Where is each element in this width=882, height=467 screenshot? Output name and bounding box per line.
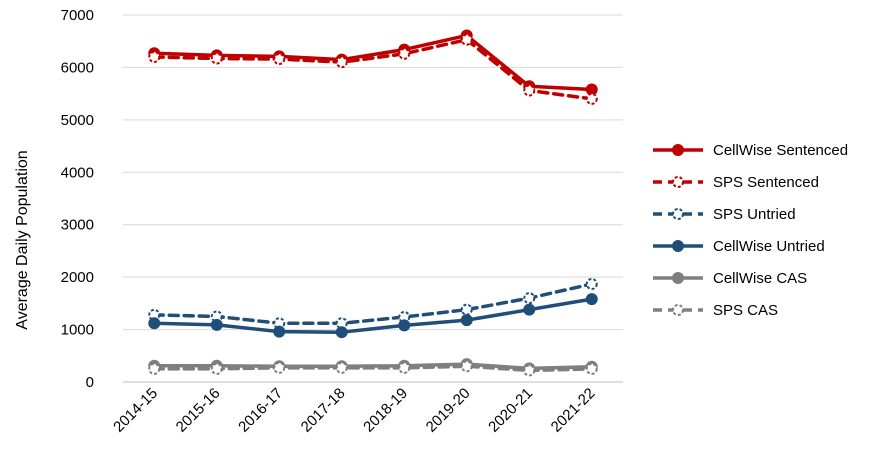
- data-point: [210, 52, 223, 65]
- x-tick-label: 2020-21: [485, 385, 536, 436]
- data-point: [460, 303, 473, 316]
- y-tick-label: 0: [86, 374, 94, 391]
- y-tick-label: 7000: [61, 7, 94, 24]
- series-line: [152, 297, 594, 334]
- legend-swatch-marker: [672, 240, 684, 252]
- legend-entry: CellWise Sentenced: [653, 142, 848, 159]
- y-axis-label: Average Daily Population: [14, 150, 31, 329]
- data-point: [585, 92, 598, 105]
- y-tick-label: 1000: [61, 322, 94, 339]
- legend-entry: SPS CAS: [653, 302, 778, 319]
- series-group: [148, 29, 598, 377]
- x-tick-label: 2014-15: [110, 385, 161, 436]
- data-point: [210, 362, 223, 375]
- series-line: [152, 362, 594, 371]
- y-tick-label: 6000: [61, 59, 94, 76]
- y-tick-label: 4000: [61, 164, 94, 181]
- legend-label: SPS Untried: [713, 206, 796, 223]
- y-tick-label: 3000: [61, 217, 94, 234]
- data-point: [523, 84, 536, 97]
- x-tick-label: 2016-17: [235, 385, 286, 436]
- y-tick-label: 2000: [61, 269, 94, 286]
- gridlines: [123, 14, 623, 331]
- data-point: [585, 362, 598, 375]
- legend-swatch-marker: [672, 208, 684, 220]
- data-point: [273, 325, 286, 338]
- data-point: [210, 318, 223, 331]
- data-point: [148, 362, 161, 375]
- y-tick-label: 5000: [61, 112, 94, 129]
- data-point: [398, 319, 411, 332]
- legend-swatch-marker: [672, 272, 684, 284]
- series-line: [152, 282, 594, 326]
- x-tick-label: 2015-16: [173, 385, 224, 436]
- x-tick-label: 2017-18: [298, 385, 349, 436]
- legend-entry: CellWise Untried: [653, 238, 825, 255]
- data-point: [335, 56, 348, 69]
- data-point: [335, 361, 348, 374]
- legend-entry: SPS Untried: [653, 206, 796, 223]
- legend-label: SPS CAS: [713, 302, 778, 319]
- series: [148, 360, 598, 377]
- series-line: [152, 33, 594, 92]
- legend-label: CellWise Sentenced: [713, 142, 848, 159]
- legend-swatch-marker: [672, 304, 684, 316]
- series-line: [152, 364, 594, 373]
- x-tick-label: 2021-22: [548, 385, 599, 436]
- legend-swatch-marker: [672, 144, 684, 156]
- data-point: [460, 33, 473, 46]
- legend-entry: SPS Sentenced: [653, 174, 819, 191]
- data-point: [523, 303, 536, 316]
- data-point: [398, 47, 411, 60]
- series: [148, 293, 598, 339]
- data-point: [335, 326, 348, 339]
- legend-label: CellWise Untried: [713, 238, 825, 255]
- legend: CellWise Sentenced SPS Sentenced SPS Untri…: [653, 142, 848, 319]
- data-point: [585, 293, 598, 306]
- data-point: [523, 292, 536, 305]
- data-point: [148, 50, 161, 63]
- series-line: [152, 37, 594, 101]
- legend-label: SPS Sentenced: [713, 174, 819, 191]
- x-tick-label: 2018-19: [360, 385, 411, 436]
- data-point: [273, 361, 286, 374]
- data-point: [460, 314, 473, 327]
- data-point: [398, 361, 411, 374]
- data-point: [585, 277, 598, 290]
- data-point: [148, 317, 161, 330]
- series: [148, 33, 598, 105]
- x-tick-label: 2019-20: [423, 385, 474, 436]
- legend-entry: CellWise CAS: [653, 270, 807, 287]
- data-point: [460, 360, 473, 373]
- legend-label: CellWise CAS: [713, 270, 807, 287]
- legend-swatch-marker: [672, 176, 684, 188]
- data-point: [523, 364, 536, 377]
- series: [148, 277, 598, 330]
- data-point: [273, 53, 286, 66]
